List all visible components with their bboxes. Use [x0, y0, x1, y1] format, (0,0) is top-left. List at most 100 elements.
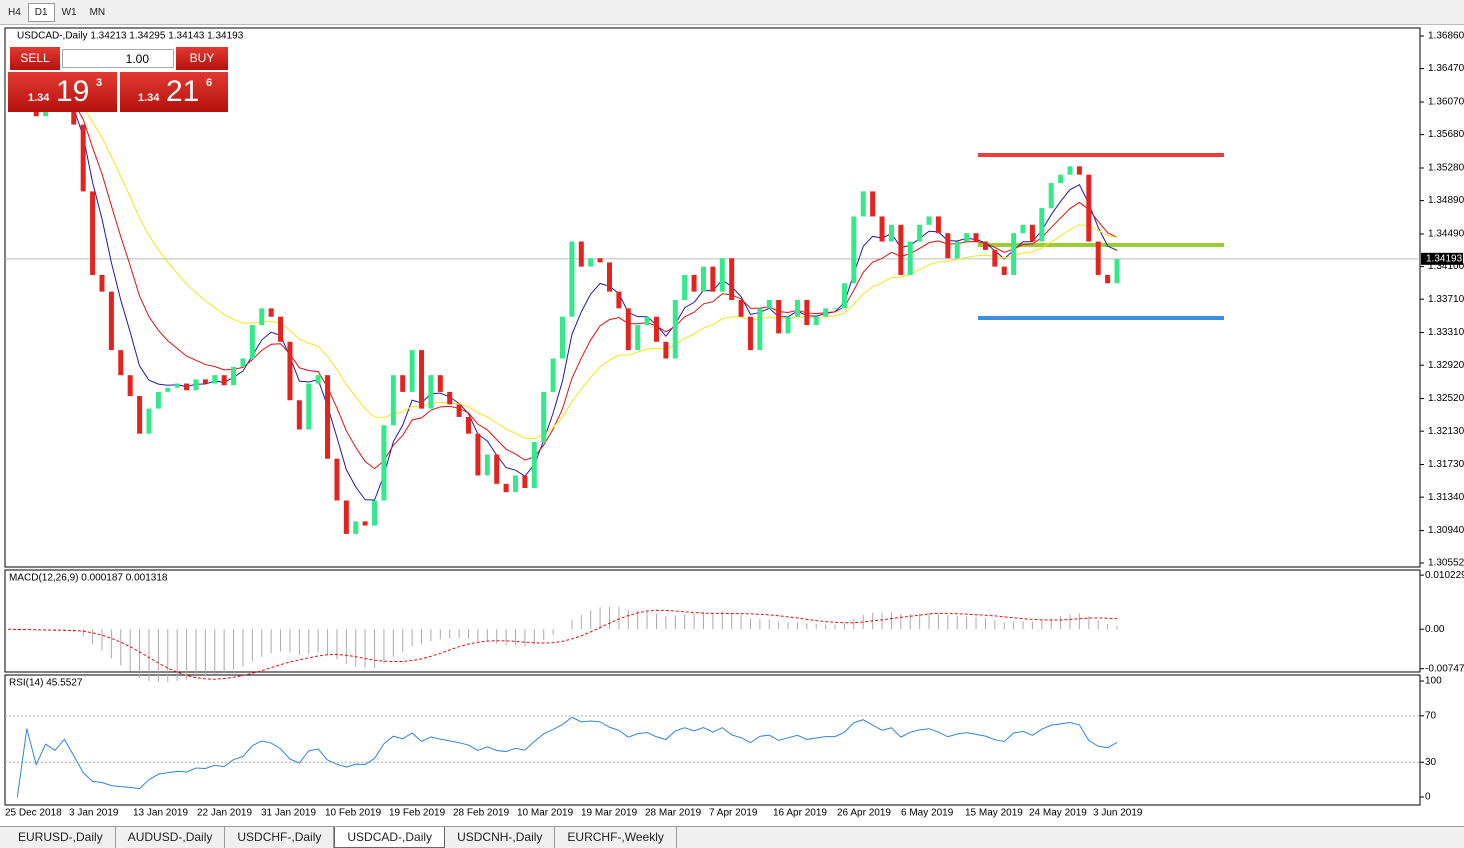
candle-body	[945, 233, 951, 259]
candle-body	[719, 258, 725, 292]
macd-label: MACD(12,26,9) 0.000187 0.001318	[9, 573, 168, 584]
x-tick-label: 24 May 2019	[1029, 808, 1087, 819]
moving-average	[7, 90, 1118, 440]
x-tick-label: 13 Jan 2019	[133, 808, 188, 819]
candle-body	[588, 258, 594, 267]
candle-body	[127, 375, 133, 397]
candle-body	[785, 316, 791, 334]
candle-body	[494, 454, 500, 484]
ask-box[interactable]: 1.34 21 6	[120, 72, 228, 112]
candle-body	[1029, 224, 1035, 242]
symbol-tab[interactable]: USDCNH-,Daily	[445, 827, 556, 848]
timeframe-button[interactable]: MN	[89, 6, 106, 18]
x-tick-label: 3 Jan 2019	[69, 808, 119, 819]
candle-body	[193, 379, 199, 391]
timeframe-button[interactable]: W1	[61, 6, 77, 18]
candle-body	[90, 191, 96, 275]
candle-body	[682, 274, 688, 301]
candle-body	[503, 483, 509, 493]
candle-body	[1067, 166, 1073, 175]
rsi-label: RSI(14) 45.5527	[9, 678, 83, 689]
y-tick-label: 1.30940	[1428, 525, 1464, 536]
sell-button[interactable]: SELL	[10, 47, 60, 70]
symbol-tabs: EURUSD-,Daily AUDUSD-,Daily USDCHF-,Daily U…	[0, 826, 1464, 848]
y-tick-label: 1.32920	[1428, 360, 1464, 371]
candle-body	[729, 258, 735, 301]
candle-body	[334, 458, 340, 501]
candle-body	[672, 300, 678, 359]
candle-body	[616, 291, 622, 309]
x-tick-label: 25 Dec 2018	[5, 808, 62, 819]
y-tick-label: 1.34100	[1428, 261, 1464, 272]
candle-body	[691, 274, 697, 292]
candle-body	[832, 308, 838, 310]
candle-body	[644, 316, 650, 326]
candle-body	[325, 375, 331, 459]
toolbar: H4 D1 W1 MN	[0, 0, 1464, 25]
candle-body	[766, 300, 772, 309]
candle-body	[907, 241, 913, 275]
candle-body	[409, 350, 415, 392]
timeframe-button[interactable]: H4	[8, 6, 21, 18]
candle-body	[841, 283, 847, 309]
timeframe-button[interactable]: D1	[27, 2, 55, 22]
candle-body	[926, 216, 932, 225]
macd-frame	[4, 569, 1421, 673]
candle-body	[973, 233, 979, 242]
candle-body	[447, 391, 453, 405]
candle-body	[137, 396, 143, 434]
candle-body	[635, 325, 641, 351]
candle-body	[146, 408, 152, 434]
x-tick-label: 28 Feb 2019	[453, 808, 510, 819]
candle-body	[606, 262, 612, 292]
candle-body	[954, 241, 960, 259]
bid-point: 3	[96, 77, 103, 89]
candle-body	[306, 383, 312, 430]
y-tick-label: 1.35280	[1428, 163, 1464, 174]
ask-point: 6	[206, 77, 213, 89]
candle-body	[982, 241, 988, 250]
lot-input[interactable]: 1.00	[62, 49, 174, 68]
y-tick-label: 1.31730	[1428, 459, 1464, 470]
candle-body	[466, 416, 472, 434]
candle-body	[249, 325, 255, 359]
symbol-tab[interactable]: EURCHF-,Weekly	[555, 827, 677, 848]
candle-body	[390, 375, 396, 426]
candle-body	[888, 224, 894, 242]
candle-body	[757, 308, 763, 351]
candle-body	[776, 300, 782, 334]
candle-body	[1114, 259, 1120, 284]
candle-body	[879, 216, 885, 242]
candle-body	[484, 454, 490, 476]
candle-body	[118, 350, 124, 376]
candle-body	[343, 500, 349, 534]
candle-body	[1048, 183, 1054, 209]
candle-body	[1086, 174, 1092, 242]
bid-box[interactable]: 1.34 19 3	[8, 72, 117, 112]
symbol-tab[interactable]: USDCHF-,Daily	[225, 827, 335, 848]
candle-body	[898, 224, 904, 275]
candle-body	[541, 391, 547, 443]
symbol-tab[interactable]: USDCAD-,Daily	[334, 827, 446, 848]
current-price-label: 1.34193	[1426, 253, 1463, 264]
candle-body	[560, 316, 565, 359]
candle-body	[710, 266, 716, 292]
ask-prefix: 1.34	[138, 92, 160, 104]
y-tick-label: 1.35680	[1428, 129, 1464, 140]
candle-body	[860, 191, 866, 217]
y-tick-label: 1.33710	[1428, 294, 1464, 305]
candle-body	[1076, 166, 1082, 175]
candle-body	[823, 308, 829, 317]
ask-big: 21	[166, 75, 200, 108]
buy-button[interactable]: BUY	[176, 47, 228, 70]
symbol-tab[interactable]: AUDUSD-,Daily	[116, 827, 226, 848]
candle-body	[813, 316, 819, 326]
macd-tick-label: -0.007477	[1425, 663, 1464, 674]
candle-body	[870, 191, 876, 217]
symbol-tab[interactable]: EURUSD-,Daily	[6, 827, 116, 848]
candle-body	[155, 391, 161, 409]
candle-body	[372, 500, 378, 526]
candle-body	[1039, 208, 1045, 242]
candle-body	[437, 375, 443, 392]
x-tick-label: 26 Apr 2019	[837, 808, 891, 819]
